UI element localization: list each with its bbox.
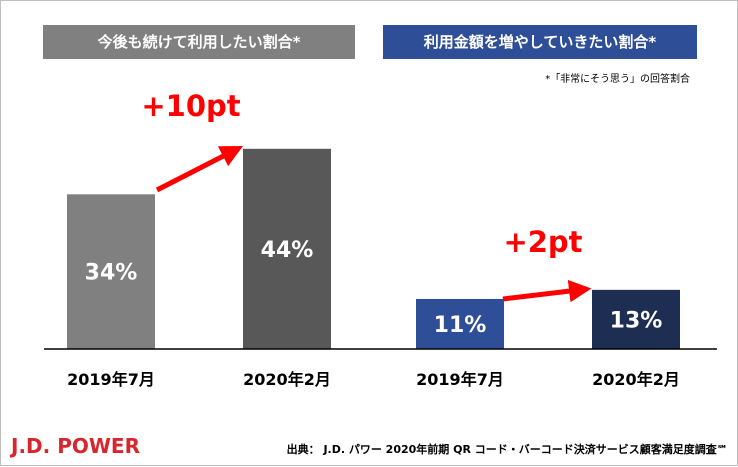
left-panel-title: 今後も続けて利用したい割合* [97,33,301,51]
left-x-tick-label-2: 2020年2月 [243,370,331,389]
right-bar-value-label-1: 11% [434,313,487,338]
right-bar-value-label-2: 13% [610,308,663,333]
left-delta-label: +10pt [141,89,240,123]
footnote: *「非常にそう思う」の回答割合 [545,72,690,85]
left-bar-2 [243,148,331,349]
left-bar-value-label-2: 44% [261,238,314,263]
right-delta-label: +2pt [503,225,582,259]
brand-logo: J.D. POWER [9,434,140,458]
left-increase-arrow [155,145,244,193]
right-increase-arrow [502,279,592,303]
left-x-tick-label-1: 2019年7月 [67,370,155,389]
source-note: 出典： J.D. パワー 2020年前期 QR コード・バーコード決済サービス顧… [287,442,728,456]
right-panel-title-background [383,25,697,59]
right-bar-1 [416,298,504,349]
right-x-tick-label-1: 2019年7月 [416,370,504,389]
right-panel-title: 利用金額を増やしていきたい割合* [424,33,657,51]
left-bar-value-label-1: 34% [85,261,138,286]
left-bar-1 [67,194,155,349]
right-x-tick-label-2: 2020年2月 [592,370,680,389]
left-panel-title-background [43,25,355,59]
bars-layer: 34% 2019年7月 44% 2020年2月 11% 2019年7月 13% 2020年2月 [67,148,680,389]
right-bar-2 [592,289,680,349]
